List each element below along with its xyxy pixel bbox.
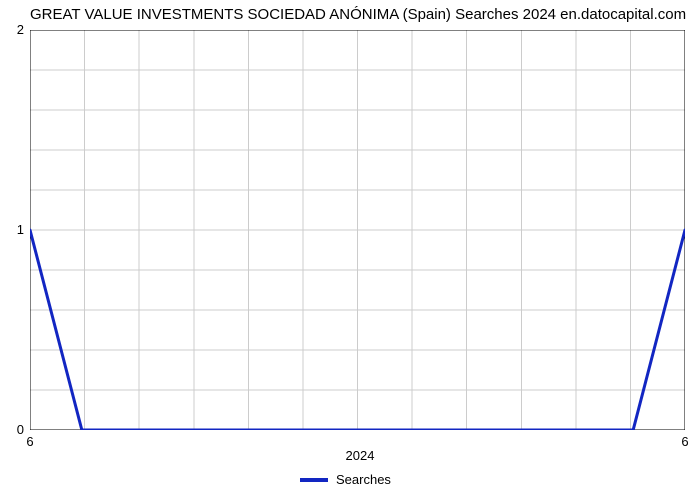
chart-container: GREAT VALUE INVESTMENTS SOCIEDAD ANÓNIMA… bbox=[0, 0, 700, 500]
y-tick-0: 0 bbox=[4, 422, 24, 437]
plot-area bbox=[30, 30, 685, 430]
x-axis-label: 2024 bbox=[330, 448, 390, 463]
y-tick-1: 1 bbox=[4, 222, 24, 237]
x-tick-left: 6 bbox=[24, 434, 36, 449]
x-tick-right: 6 bbox=[679, 434, 691, 449]
legend-label: Searches bbox=[336, 472, 391, 487]
legend-swatch bbox=[300, 478, 328, 482]
chart-title: GREAT VALUE INVESTMENTS SOCIEDAD ANÓNIMA… bbox=[30, 6, 686, 23]
legend: Searches bbox=[300, 472, 391, 487]
y-tick-2: 2 bbox=[4, 22, 24, 37]
